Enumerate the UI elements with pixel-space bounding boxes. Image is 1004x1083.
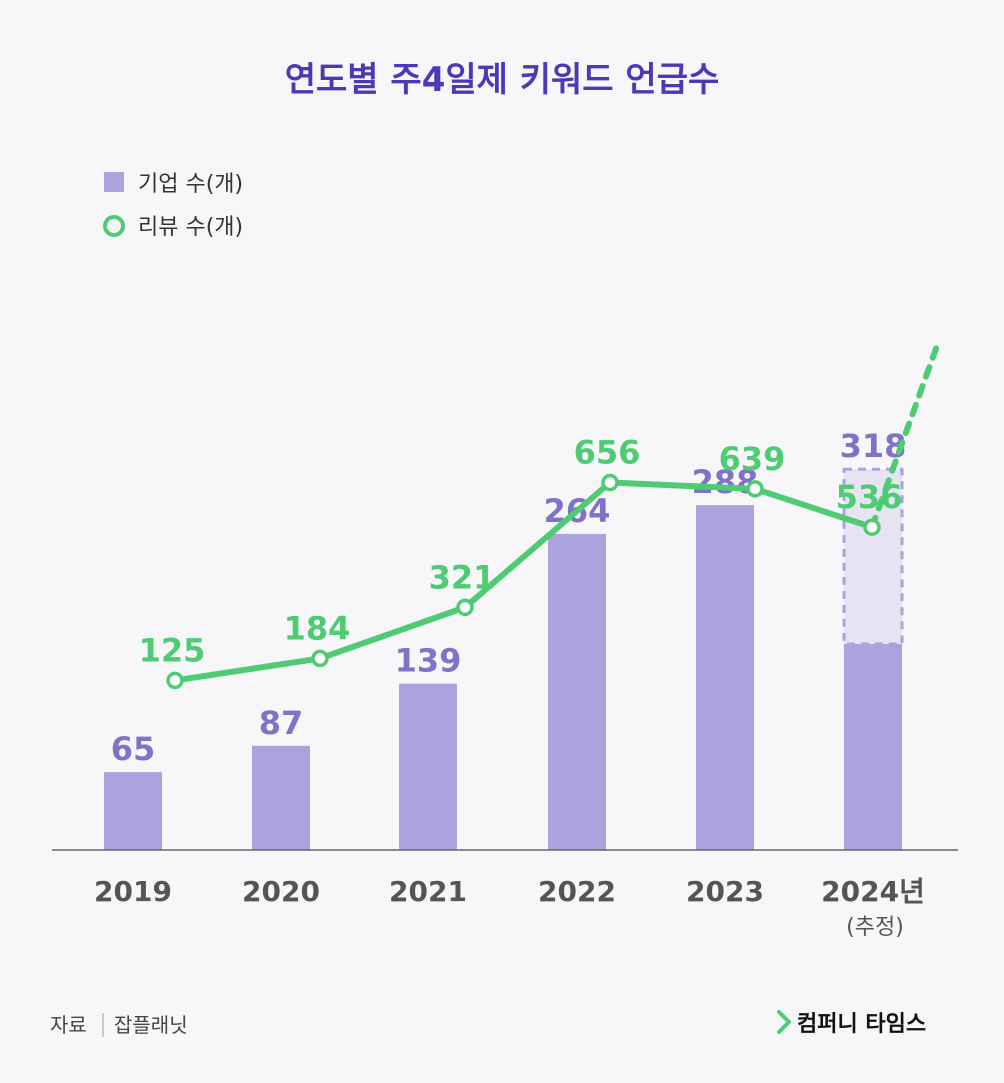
line-trend-dashed xyxy=(869,340,941,531)
brand-name: 컴퍼니 타임스 xyxy=(797,1012,926,1037)
bar xyxy=(696,505,754,850)
line-value-label: 656 xyxy=(574,434,641,472)
x-tick-label: 2023 xyxy=(686,875,764,908)
bar xyxy=(844,644,902,850)
chart-title: 연도별 주4일제 키워드 언급수 xyxy=(285,60,720,100)
bar xyxy=(399,683,457,850)
legend-bar-label: 기업 수(개) xyxy=(138,172,243,197)
source-name: 잡플래닛 xyxy=(114,1013,188,1037)
bar-value-label: 139 xyxy=(395,642,462,680)
line-point xyxy=(311,649,329,668)
legend-line-marker xyxy=(103,215,125,237)
source-label: 자료 xyxy=(50,1013,87,1037)
bar xyxy=(104,772,162,850)
line-point xyxy=(166,671,184,690)
bar xyxy=(548,533,606,850)
footer: 자료 잡플래닛 컴퍼니 타임스 xyxy=(50,1010,926,1037)
x-tick-note: (추정) xyxy=(846,915,904,940)
line-point xyxy=(746,480,764,498)
x-tick-label: 2021 xyxy=(389,875,467,908)
bar-estimate xyxy=(842,467,904,646)
legend: 기업 수(개) 리뷰 수(개) xyxy=(103,172,243,240)
bar xyxy=(252,745,310,850)
line-value-label: 125 xyxy=(139,631,206,669)
line-value-label: 536 xyxy=(836,478,903,516)
legend-bar-swatch xyxy=(104,172,124,192)
line-series: 125 184 321 656 639 536 xyxy=(139,340,941,690)
bar-value-label: 288 xyxy=(692,463,759,501)
bar-value-label: 65 xyxy=(111,730,156,768)
bar-value-label: 87 xyxy=(259,704,304,742)
legend-line-label: 리뷰 수(개) xyxy=(138,215,243,240)
x-tick-label: 2024년 xyxy=(821,875,925,908)
x-tick-label: 2022 xyxy=(538,875,616,908)
line-value-label: 639 xyxy=(719,440,786,478)
x-axis-ticks: 2019 2020 2021 2022 2023 2024년 (추정) xyxy=(94,875,925,940)
x-tick-label: 2020 xyxy=(242,875,320,908)
x-tick-label: 2019 xyxy=(94,875,172,908)
line-point xyxy=(456,598,474,617)
line-value-label: 321 xyxy=(429,558,496,596)
line-value-label: 184 xyxy=(284,609,351,647)
line-path xyxy=(172,479,875,684)
line-point xyxy=(601,473,619,492)
line-point xyxy=(863,518,881,536)
chevron-icon xyxy=(777,1010,791,1034)
